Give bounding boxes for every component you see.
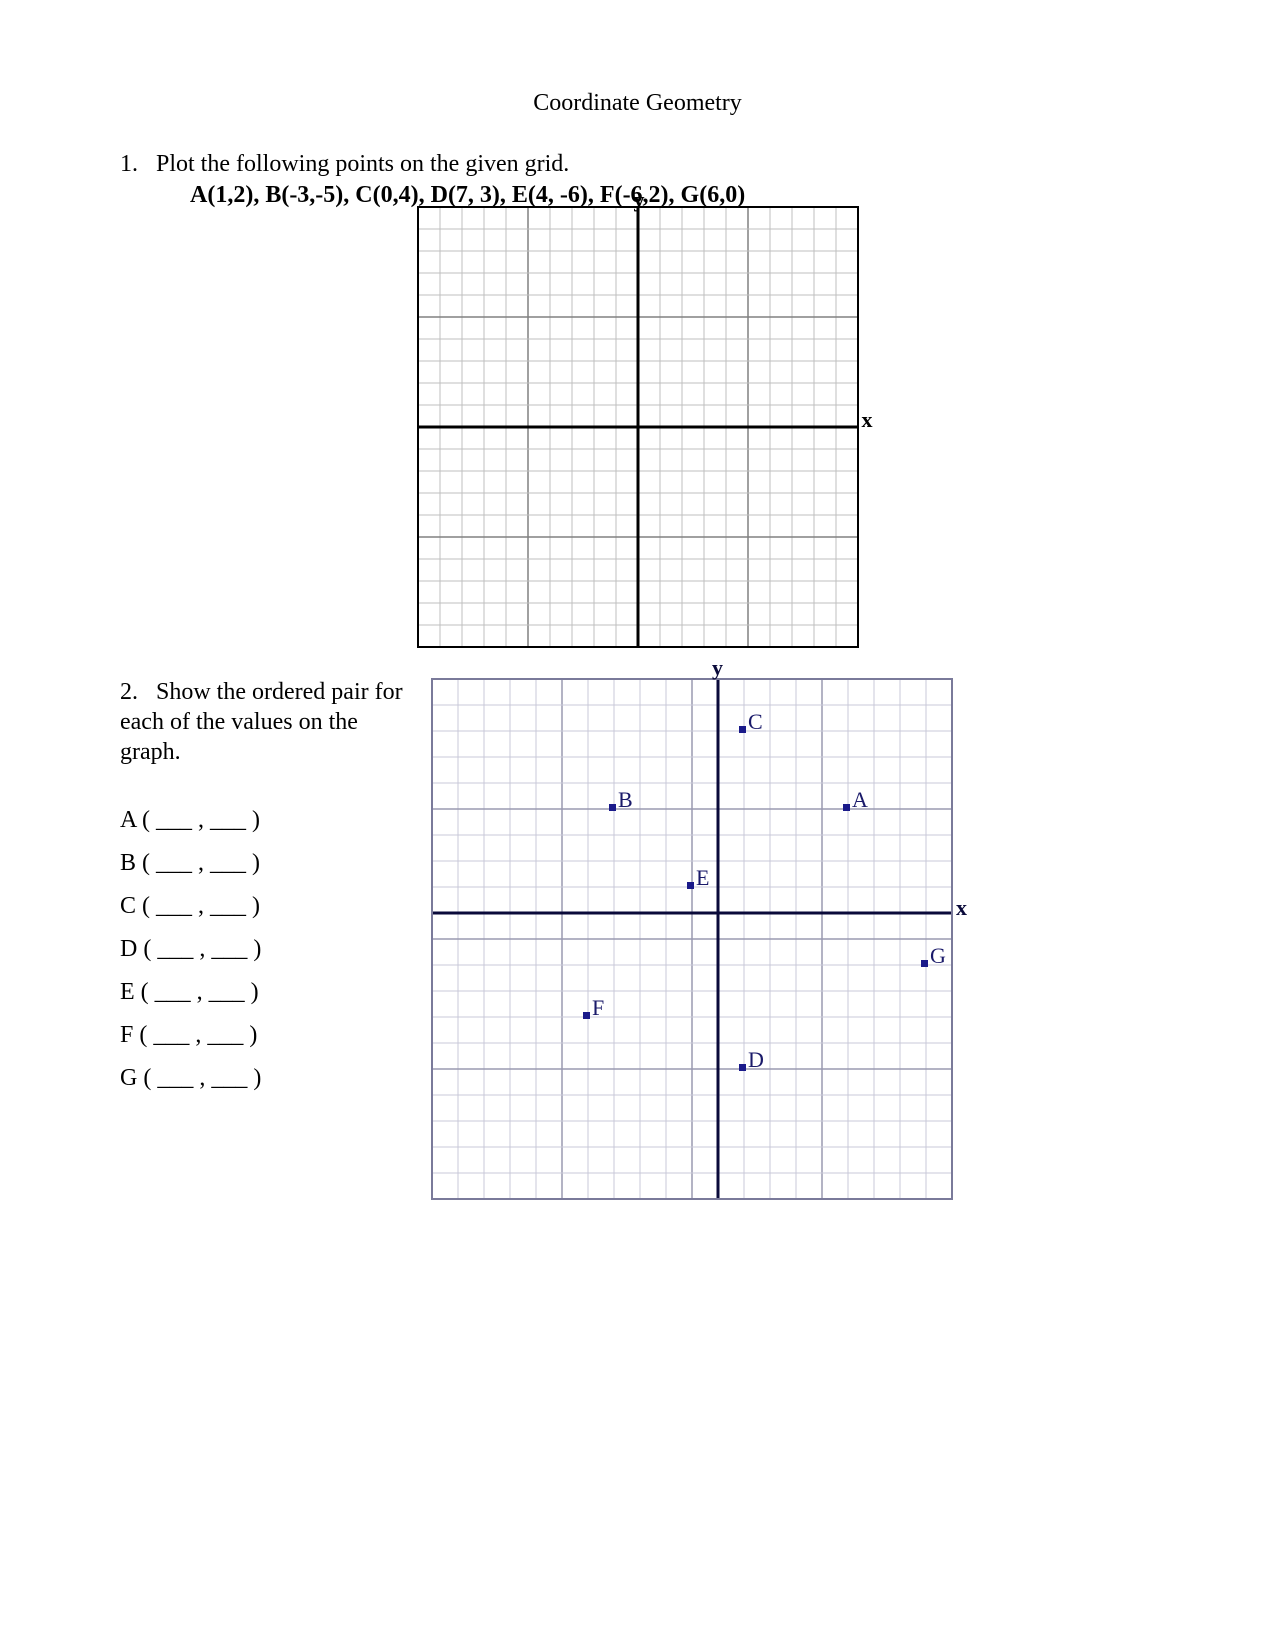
point-marker-e [687, 882, 694, 889]
q2-instruction: 2. Show the ordered pair for each of the… [120, 677, 420, 767]
q1-grid-container: y x [416, 205, 860, 649]
point-label-e: E [696, 865, 709, 891]
page-title: Coordinate Geometry [120, 90, 1155, 117]
answer-blank-c: C ( ___ , ___ ) [120, 893, 420, 920]
q2-number: 2. [120, 679, 138, 705]
answer-blank-f: F ( ___ , ___ ) [120, 1022, 420, 1049]
q1-y-axis-label: y [634, 187, 645, 213]
question-2: 2. Show the ordered pair for each of the… [120, 677, 1155, 1201]
q2-left-column: 2. Show the ordered pair for each of the… [120, 677, 420, 1108]
q1-number: 1. [120, 151, 138, 177]
q1-x-axis-label: x [862, 407, 873, 433]
question-1: 1. Plot the following points on the give… [120, 151, 1155, 649]
point-label-a: A [852, 787, 868, 813]
point-marker-a [843, 804, 850, 811]
worksheet-page: Coordinate Geometry 1. Plot the followin… [0, 0, 1275, 1650]
q2-grid-container: y x ABCDEFG [430, 677, 954, 1201]
point-marker-f [583, 1012, 590, 1019]
q2-coordinate-grid [430, 677, 954, 1201]
point-label-b: B [618, 787, 633, 813]
q1-coordinate-grid [416, 205, 860, 649]
q2-x-axis-label: x [956, 895, 967, 921]
q1-instruction-text: Plot the following points on the given g… [156, 151, 569, 177]
answer-blank-b: B ( ___ , ___ ) [120, 850, 420, 877]
q2-instruction-line2: each of the values on the graph. [120, 709, 358, 765]
point-label-g: G [930, 943, 946, 969]
q2-y-axis-label: y [712, 655, 723, 681]
point-label-c: C [748, 709, 763, 735]
answer-blank-e: E ( ___ , ___ ) [120, 979, 420, 1006]
answer-blank-d: D ( ___ , ___ ) [120, 936, 420, 963]
answer-blank-a: A ( ___ , ___ ) [120, 807, 420, 834]
q2-instruction-line1: Show the ordered pair for [156, 679, 403, 705]
q1-instruction: 1. Plot the following points on the give… [120, 151, 1155, 178]
point-marker-g [921, 960, 928, 967]
q2-answer-blanks: A ( ___ , ___ ) B ( ___ , ___ ) C ( ___ , … [120, 807, 420, 1092]
point-label-d: D [748, 1047, 764, 1073]
point-marker-c [739, 726, 746, 733]
answer-blank-g: G ( ___ , ___ ) [120, 1065, 420, 1092]
point-marker-d [739, 1064, 746, 1071]
point-marker-b [609, 804, 616, 811]
point-label-f: F [592, 995, 604, 1021]
